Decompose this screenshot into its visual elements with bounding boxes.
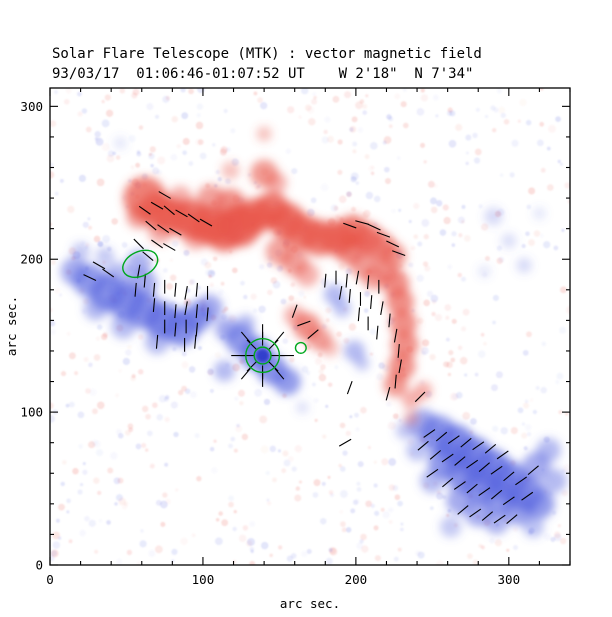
tick-label: 300 <box>20 99 43 114</box>
tick-label: 0 <box>46 572 54 587</box>
positive-polarity-layer <box>123 126 433 426</box>
field-core-layer <box>255 348 270 363</box>
axis-ticks <box>49 88 571 566</box>
vector-field-layer <box>83 191 539 524</box>
plot-title: Solar Flare Telescope (MTK) : vector mag… <box>52 46 482 62</box>
y-axis-label: arc sec. <box>4 296 19 356</box>
plot-frame <box>49 87 571 566</box>
plot-subtitle: 93/03/17 01:06:46-01:07:52 UT W 2'18" N … <box>52 66 473 82</box>
tick-label: 200 <box>20 252 43 267</box>
negative-polarity-layer <box>60 136 567 538</box>
axis-tick-labels: 0 100 200 300 0 100 200 300 <box>20 99 520 587</box>
tick-label: 100 <box>20 405 43 420</box>
tick-label: 100 <box>192 572 215 587</box>
x-axis-label: arc sec. <box>280 596 340 611</box>
tick-label: 300 <box>498 572 521 587</box>
tick-label: 0 <box>35 558 43 573</box>
tick-label: 200 <box>345 572 368 587</box>
flare-contour-layer <box>122 249 307 374</box>
